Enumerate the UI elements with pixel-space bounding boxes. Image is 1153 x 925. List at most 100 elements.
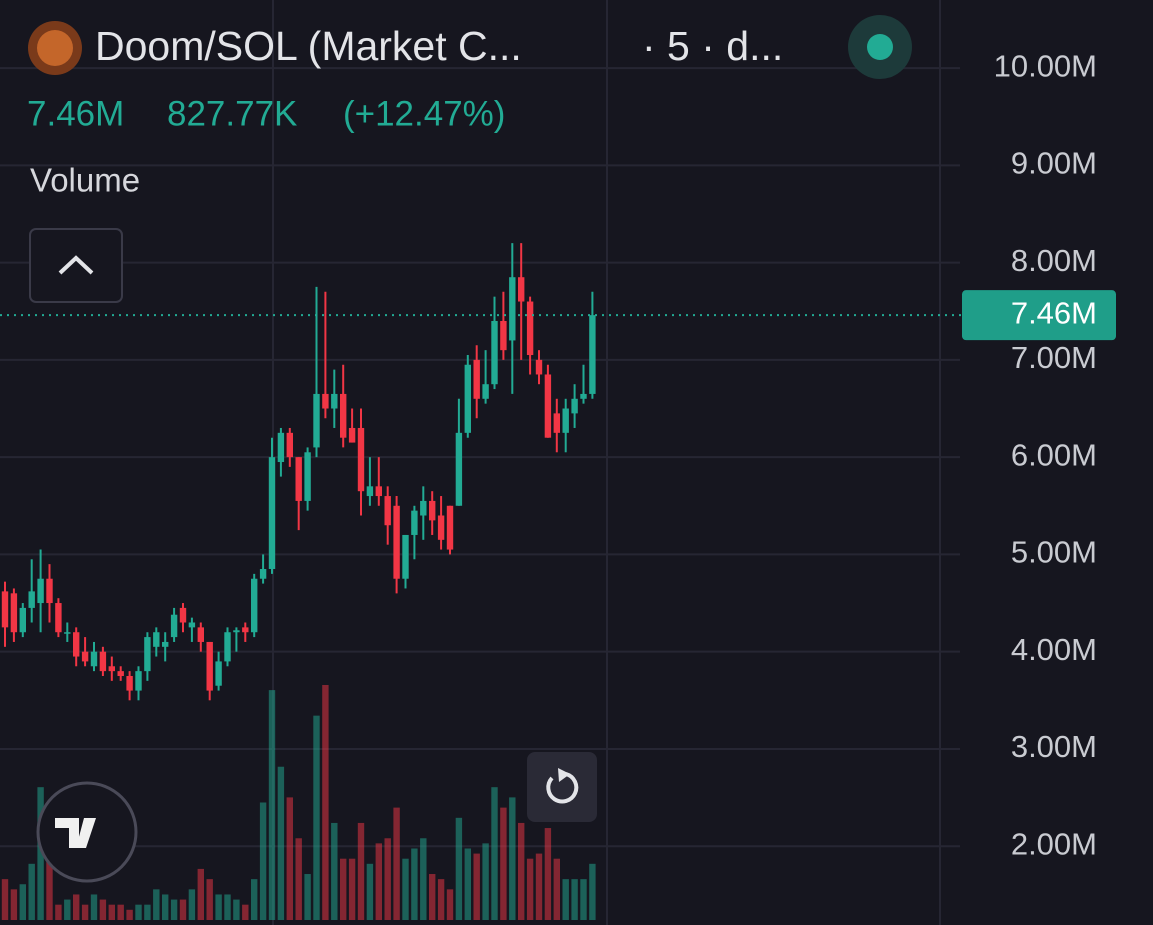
candle-body bbox=[304, 452, 311, 501]
candle-body bbox=[526, 301, 534, 356]
volume-bar bbox=[73, 894, 80, 920]
y-tick-label: 2.00M bbox=[1011, 826, 1097, 861]
y-tick-label: 9.00M bbox=[1011, 146, 1097, 181]
volume-bar bbox=[126, 909, 133, 920]
volume-bar bbox=[277, 766, 285, 920]
status-dot bbox=[867, 34, 893, 60]
collapse-button[interactable] bbox=[29, 228, 123, 303]
price-change: 827.77K bbox=[167, 94, 297, 133]
candle-body bbox=[455, 432, 463, 506]
candle-body bbox=[81, 651, 89, 662]
candle-body bbox=[589, 315, 596, 394]
volume-bar bbox=[251, 879, 258, 920]
volume-bar bbox=[455, 817, 463, 920]
volume-bar bbox=[464, 848, 471, 920]
candle-body bbox=[1, 591, 9, 628]
volume-bar bbox=[340, 858, 347, 920]
volume-bar bbox=[117, 904, 124, 920]
candle-body bbox=[295, 457, 302, 501]
candle-body bbox=[197, 627, 204, 642]
volume-bar bbox=[482, 843, 489, 920]
tradingview-logo[interactable] bbox=[36, 781, 138, 883]
volume-bar bbox=[562, 879, 569, 920]
candle-body bbox=[500, 320, 507, 351]
reset-icon-arrow bbox=[558, 768, 570, 782]
candle-body bbox=[90, 651, 98, 667]
volume-bar bbox=[580, 879, 587, 920]
candle-body bbox=[126, 675, 133, 691]
volume-bar bbox=[286, 797, 293, 920]
volume-bar bbox=[10, 889, 18, 920]
volume-bar bbox=[37, 787, 44, 920]
volume-bar bbox=[295, 838, 302, 920]
logo-mark bbox=[55, 818, 96, 848]
volume-bar bbox=[179, 899, 187, 920]
candle-body bbox=[233, 630, 240, 633]
current-price: 7.46M bbox=[27, 94, 124, 133]
last-price-label: 7.46M bbox=[1011, 295, 1097, 330]
candle-body bbox=[446, 505, 454, 550]
volume-bar bbox=[304, 874, 311, 920]
candle-body bbox=[28, 591, 35, 608]
candle-body bbox=[544, 374, 552, 438]
volume-bar bbox=[509, 797, 516, 920]
reset-button[interactable] bbox=[527, 752, 597, 822]
candle-body bbox=[286, 432, 293, 458]
candle-body bbox=[331, 393, 338, 409]
candle-body bbox=[46, 578, 53, 604]
volume-bar bbox=[420, 838, 427, 920]
volume-bar bbox=[446, 889, 454, 920]
volume-bar bbox=[268, 690, 276, 920]
candle-body bbox=[215, 661, 222, 686]
volume-bar bbox=[393, 807, 400, 920]
candle-body bbox=[251, 578, 258, 633]
candle-body bbox=[179, 607, 187, 623]
volume-bar bbox=[553, 858, 560, 920]
y-tick-label: 3.00M bbox=[1011, 729, 1097, 764]
volume-bar bbox=[589, 863, 596, 920]
candle-body bbox=[322, 393, 329, 409]
volume-bar bbox=[429, 874, 436, 920]
candle-body bbox=[357, 427, 365, 492]
volume-bar bbox=[526, 858, 534, 920]
volume-bar bbox=[224, 894, 231, 920]
volume-bar bbox=[375, 843, 382, 920]
y-tick-label: 5.00M bbox=[1011, 535, 1097, 570]
candle-body bbox=[348, 427, 356, 443]
volume-bar bbox=[331, 822, 338, 920]
candle-body bbox=[518, 277, 525, 302]
volume-label: Volume bbox=[30, 162, 140, 199]
collapse-button-box[interactable] bbox=[29, 228, 123, 303]
y-tick-label: 8.00M bbox=[1011, 243, 1097, 278]
candle-body bbox=[482, 384, 489, 399]
volume-bar bbox=[64, 899, 71, 920]
candle-body bbox=[10, 593, 18, 633]
candle-body bbox=[473, 359, 480, 399]
volume-bar bbox=[162, 894, 169, 920]
y-tick-label: 6.00M bbox=[1011, 437, 1097, 472]
candle-body bbox=[73, 632, 80, 657]
price-change-percent: (+12.47%) bbox=[343, 94, 505, 133]
volume-bar bbox=[535, 853, 543, 920]
candle-body bbox=[375, 486, 382, 497]
volume-bar bbox=[233, 899, 240, 920]
volume-bar bbox=[90, 894, 98, 920]
candle-body bbox=[162, 641, 169, 647]
token-icon-inner bbox=[37, 30, 73, 66]
y-tick-label: 4.00M bbox=[1011, 632, 1097, 667]
candle-body bbox=[437, 515, 445, 540]
volume-bar bbox=[402, 858, 409, 920]
candle-body bbox=[491, 320, 498, 385]
volume-bar bbox=[153, 889, 160, 920]
candle-body bbox=[99, 651, 107, 672]
last-price-box bbox=[962, 290, 1116, 341]
candle-body bbox=[366, 486, 374, 497]
candle-body bbox=[242, 627, 249, 633]
candle-body bbox=[268, 457, 276, 570]
volume-bar bbox=[411, 848, 418, 920]
candle-body bbox=[402, 534, 409, 579]
reset-button-box[interactable] bbox=[527, 752, 597, 822]
candle-body bbox=[393, 505, 400, 579]
candle-body bbox=[144, 637, 151, 672]
